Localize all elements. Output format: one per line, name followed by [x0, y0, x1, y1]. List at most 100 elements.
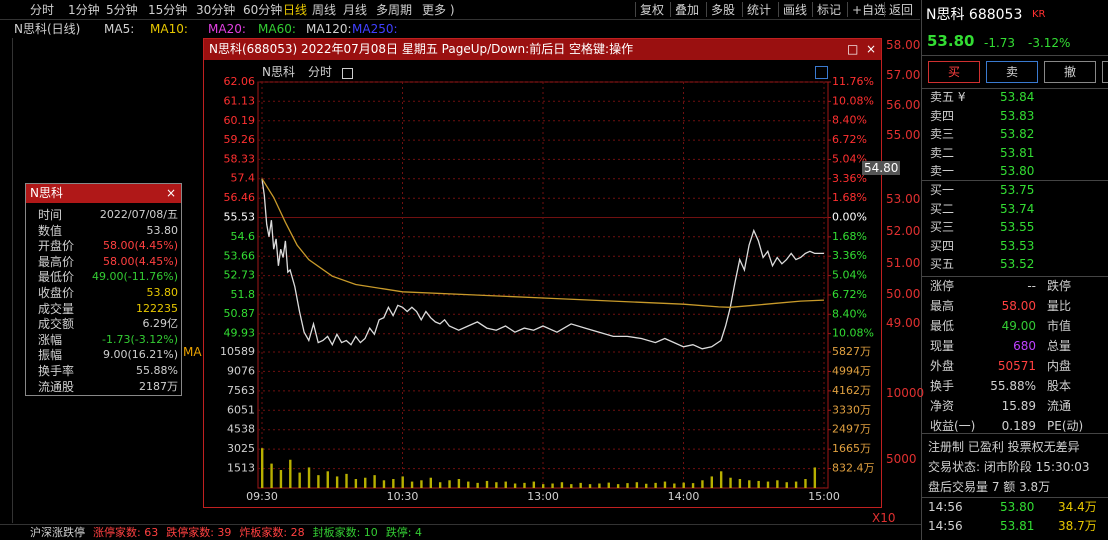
- x-tick-label: 13:00: [527, 490, 559, 503]
- toolbar-tab[interactable]: 日线: [283, 3, 308, 17]
- kline-axis-label: 49.00: [886, 316, 921, 330]
- book-label: 买一: [930, 183, 955, 197]
- volume-bar: [560, 482, 564, 488]
- info-value: 53.80: [146, 223, 179, 237]
- volume-bar: [382, 480, 386, 488]
- quote-name: N思科 688053: [926, 7, 1023, 23]
- volume-bar: [307, 467, 311, 488]
- toolbar-tab[interactable]: 多周期: [376, 3, 413, 17]
- stat-label: 净资: [930, 399, 955, 413]
- stat-label: 市值: [1047, 319, 1072, 333]
- stat-value: 680: [1013, 339, 1036, 353]
- y2-tick-label: 4994万: [832, 364, 871, 377]
- stat-label: 股本: [1047, 379, 1072, 393]
- order-button[interactable]: 买: [928, 61, 980, 83]
- y-tick-label: 51.8: [231, 288, 256, 301]
- toolbar-button[interactable]: 统计: [747, 3, 772, 17]
- toolbar-button[interactable]: 叠加: [675, 3, 700, 17]
- stat-label: 内盘: [1047, 359, 1072, 373]
- volume-bar: [392, 479, 395, 488]
- y-tick-label: 4538: [227, 423, 255, 436]
- toolbar-tab[interactable]: 周线: [312, 3, 337, 17]
- toolbar-tab[interactable]: 30分钟: [196, 3, 236, 17]
- panel-divider: [921, 0, 922, 540]
- y-tick-label: 50.87: [224, 307, 256, 320]
- info-label: 最高价: [38, 254, 75, 269]
- order-button[interactable]: 卖: [986, 61, 1038, 83]
- volume-bar: [598, 483, 601, 488]
- stat-value: 55.88%: [990, 379, 1036, 393]
- quote-line: [922, 55, 1108, 56]
- toolbar-tab[interactable]: 月线: [343, 3, 368, 17]
- volume-bar: [513, 483, 517, 488]
- info-value: 122235: [136, 301, 178, 315]
- toolbar-tab[interactable]: 更多 ): [422, 3, 455, 17]
- book-label: 卖五 ¥: [930, 90, 966, 104]
- y-tick-label: 62.06: [224, 75, 256, 88]
- info-label: 换手率: [38, 364, 75, 378]
- volume-bar: [261, 448, 264, 488]
- y-tick-label: 52.73: [224, 269, 256, 282]
- y-tick-label: 61.13: [224, 94, 256, 107]
- info-value: 9.00(16.21%): [102, 348, 178, 362]
- toolbar-button[interactable]: +自选: [852, 3, 887, 17]
- info-box-titlebar: [26, 184, 181, 203]
- toolbar-separator: [847, 2, 848, 17]
- kline-cursor-label: 54.80: [862, 161, 901, 175]
- volume-bar: [504, 481, 507, 488]
- order-button[interactable]: 撤: [1044, 61, 1096, 83]
- quote-change: -1.73: [984, 36, 1016, 50]
- quote-line: [922, 497, 1108, 498]
- toolbar-tab[interactable]: 分时: [30, 3, 55, 17]
- volume-bar: [813, 467, 817, 488]
- order-button: [1102, 61, 1108, 83]
- popup-close[interactable]: ×: [866, 42, 877, 56]
- trade-cell: 14:56: [928, 500, 963, 514]
- y-tick-label: 53.66: [224, 249, 256, 262]
- status-item: 封板家数: 10: [312, 526, 378, 539]
- popup-maximize[interactable]: □: [847, 42, 859, 56]
- toolbar-tab[interactable]: 1分钟: [68, 3, 100, 17]
- stat-label: PE(动): [1047, 419, 1084, 433]
- y2-tick-label: 4162万: [832, 384, 871, 397]
- toolbar-button[interactable]: 复权: [640, 3, 665, 17]
- info-value: 53.80: [146, 286, 179, 299]
- popup-side-icon[interactable]: [815, 66, 828, 79]
- ma-label: MA20:: [208, 22, 246, 36]
- y2-tick-label: 1.68%: [832, 230, 867, 243]
- quote-price: 53.80: [927, 32, 975, 50]
- kline-axis-label: 5000: [886, 452, 917, 466]
- toolbar-button[interactable]: 返回: [889, 3, 914, 17]
- y2-tick-label: 10.08%: [832, 94, 874, 107]
- toolbar-tab[interactable]: 5分钟: [106, 3, 138, 17]
- quote-note: 盘后交易量 7 额 3.8万: [928, 480, 1051, 494]
- toolbar-separator: [812, 2, 813, 17]
- status-item: 涨停家数: 63: [93, 526, 159, 539]
- stat-label: 流通: [1047, 399, 1072, 413]
- top-toolbar: [0, 0, 920, 20]
- trade-cell: 34.4万: [1058, 500, 1097, 514]
- book-label: 卖二: [930, 145, 955, 160]
- y-tick-label: 7563: [227, 384, 255, 397]
- volume-bar: [523, 482, 526, 488]
- volume-bar: [673, 483, 676, 488]
- popup-title: N思科(688053) 2022年07月08日 星期五 PageUp/Down:…: [209, 42, 634, 56]
- quote-line: [922, 276, 1108, 277]
- quote-pct: -3.12%: [1028, 36, 1071, 50]
- popup-icon[interactable]: [342, 68, 353, 79]
- y-tick-label: 60.19: [224, 114, 256, 127]
- x-tick-label: 14:00: [668, 490, 700, 503]
- info-box-close[interactable]: ×: [166, 186, 177, 200]
- book-label: 卖三: [930, 127, 955, 141]
- toolbar-button[interactable]: 多股: [711, 3, 736, 17]
- volume-bar: [645, 483, 648, 488]
- toolbar-button[interactable]: 标记: [817, 3, 842, 17]
- volume-bar: [785, 482, 788, 488]
- volume-bar: [532, 481, 536, 488]
- toolbar-button[interactable]: 画线: [783, 3, 808, 17]
- info-value: 6.29亿: [142, 317, 179, 331]
- y2-tick-label: 10.08%: [832, 327, 874, 340]
- popup-tab: 分时: [308, 65, 333, 79]
- toolbar-tab[interactable]: 60分钟: [243, 3, 283, 17]
- toolbar-tab[interactable]: 15分钟: [148, 3, 188, 17]
